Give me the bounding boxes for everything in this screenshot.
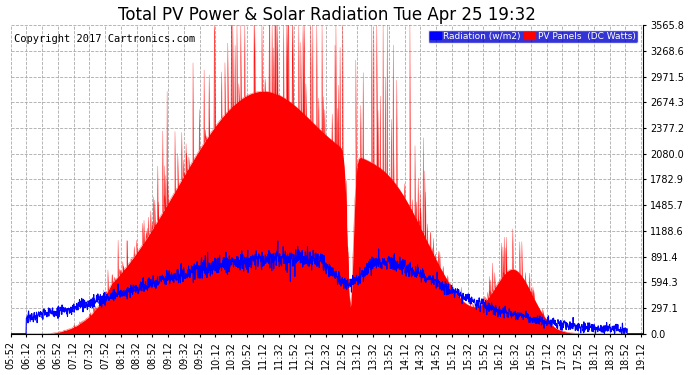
Title: Total PV Power & Solar Radiation Tue Apr 25 19:32: Total PV Power & Solar Radiation Tue Apr…	[118, 6, 535, 24]
Text: Copyright 2017 Cartronics.com: Copyright 2017 Cartronics.com	[14, 34, 195, 44]
Legend: Radiation (w/m2), PV Panels  (DC Watts): Radiation (w/m2), PV Panels (DC Watts)	[428, 30, 638, 43]
